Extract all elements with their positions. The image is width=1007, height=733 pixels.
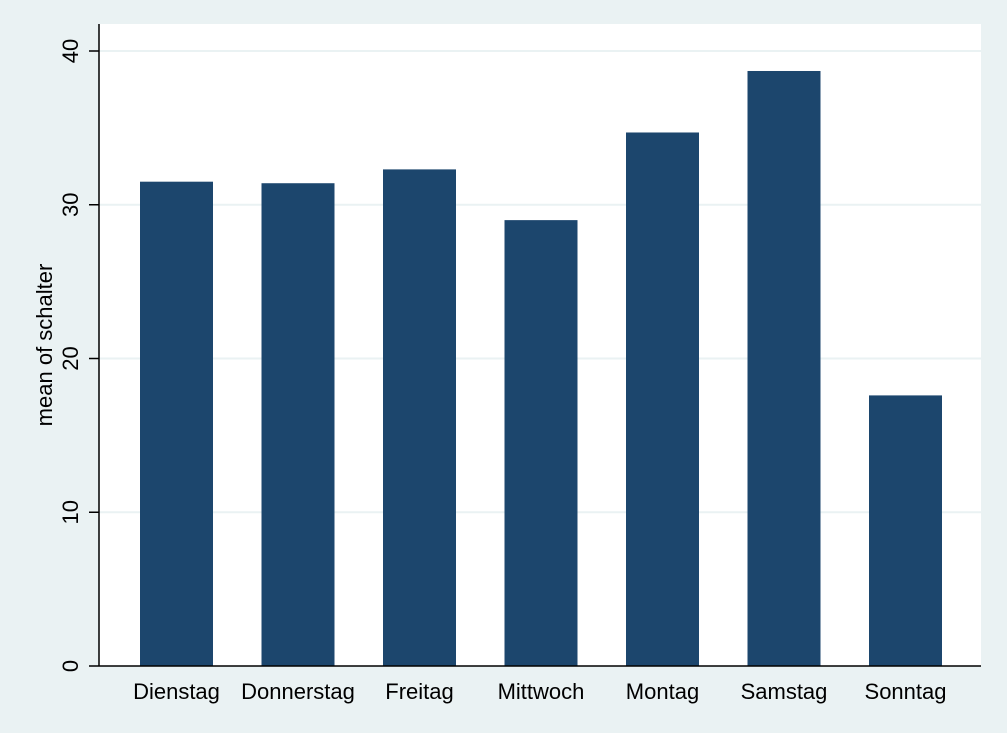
x-tick-label: Samstag [741, 679, 828, 704]
bars [140, 70, 942, 667]
bar-donnerstag [261, 183, 335, 666]
y-tick-label: 10 [58, 500, 83, 524]
x-tick-label: Sonntag [865, 679, 947, 704]
x-tick-label: Mittwoch [498, 679, 585, 704]
x-tick-label: Montag [626, 679, 699, 704]
bar-dienstag [140, 181, 213, 666]
y-tick-label: 30 [58, 193, 83, 217]
x-tick-label: Freitag [385, 679, 453, 704]
bar-montag [626, 132, 699, 667]
y-axis-title: mean of schalter [32, 264, 57, 427]
y-axis-ticks: 0 10 20 30 40 [58, 39, 99, 672]
y-tick-label: 40 [58, 39, 83, 63]
y-tick-label: 0 [58, 660, 83, 672]
x-tick-label: Dienstag [133, 679, 220, 704]
bar-freitag [383, 169, 456, 666]
x-axis-labels: Dienstag Donnerstag Freitag Mittwoch Montag S… [133, 679, 946, 704]
x-tick-label: Donnerstag [241, 679, 355, 704]
bar-sonntag [869, 395, 942, 666]
bar-mittwoch [504, 220, 578, 666]
y-tick-label: 20 [58, 346, 83, 370]
bar-samstag [747, 70, 821, 667]
